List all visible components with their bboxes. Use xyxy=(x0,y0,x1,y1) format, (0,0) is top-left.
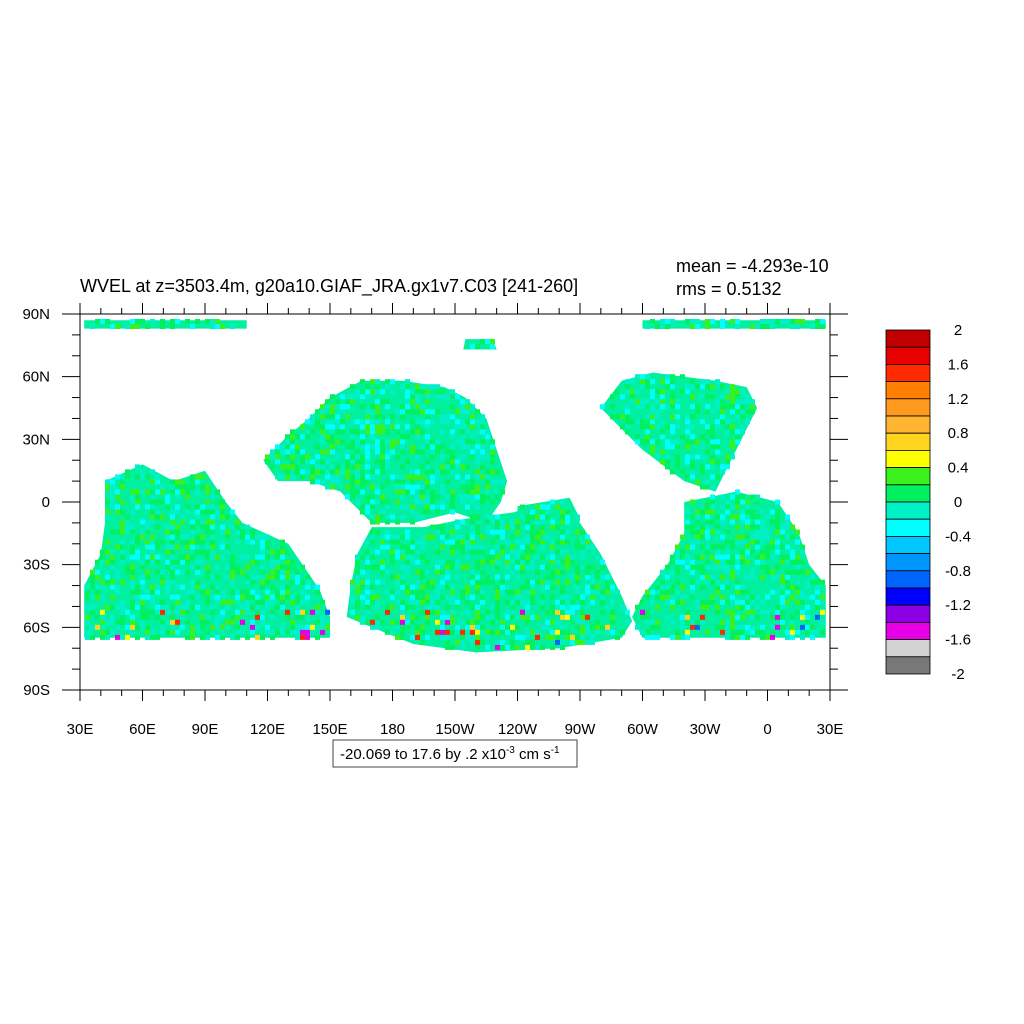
colorbar-box xyxy=(885,501,931,520)
longitude-axis: 30E 60E 90E 120E 150E 180 150W 120W 90W 60W 30W 0 30… xyxy=(67,721,844,738)
lon-tick-label: 30E xyxy=(67,721,94,738)
colorbar-box xyxy=(885,363,931,382)
lon-tick-label: 150W xyxy=(435,721,475,738)
lat-tick-label: 30N xyxy=(22,431,50,448)
lat-tick-label: 90N xyxy=(22,306,50,323)
contour-info-box: -20.069 to 17.6 by .2 x10-3 cm s-1 xyxy=(332,739,578,768)
rms-stat: rms = 0.5132 xyxy=(676,279,782,299)
lon-tick-label: 180 xyxy=(380,721,405,738)
colorbar-label: 0.8 xyxy=(948,425,969,442)
colorbar-box xyxy=(885,656,931,675)
colorbar-label: 0.4 xyxy=(948,460,969,477)
colorbar-label: 0 xyxy=(954,494,962,511)
colorbar-box xyxy=(885,346,931,365)
info-range: -20.069 to 17.6 by .2 x10 xyxy=(340,746,506,763)
colorbar-label: 2 xyxy=(954,322,962,339)
colorbar-box xyxy=(885,622,931,641)
latitude-axis: 90N 60N 30N 0 30S 60S 90S xyxy=(22,306,50,699)
lon-tick-label: 120E xyxy=(250,721,285,738)
lon-tick-label: 0 xyxy=(763,721,771,738)
info-unit-exponent: -1 xyxy=(551,745,560,756)
colorbar-labels: 2 1.6 1.2 0.8 0.4 0 -0.4 -0.8 -1.2 -1.6 -2 xyxy=(945,322,971,683)
colorbar-box xyxy=(885,329,931,348)
colorbar-label: -1.6 xyxy=(945,632,971,649)
colorbar xyxy=(885,329,931,675)
colorbar-box xyxy=(885,536,931,555)
svg-text:-20.069 to 17.6 by .2 x10-3 cm: -20.069 to 17.6 by .2 x10-3 cm s-1 xyxy=(340,745,560,763)
lon-tick-label: 150E xyxy=(312,721,347,738)
info-unit: cm s xyxy=(515,746,551,763)
colorbar-label: -1.2 xyxy=(945,597,971,614)
colorbar-box xyxy=(885,398,931,417)
ocean-velocity-field xyxy=(84,319,826,653)
velocity-texture xyxy=(85,319,825,650)
colorbar-label: -0.8 xyxy=(945,563,971,580)
lat-tick-label: 30S xyxy=(23,557,50,574)
lat-tick-label: 60N xyxy=(22,369,50,386)
axis-ticks xyxy=(62,303,848,701)
lon-tick-label: 60E xyxy=(129,721,156,738)
colorbar-label: -2 xyxy=(951,666,964,683)
colorbar-box xyxy=(885,432,931,451)
lon-tick-label: 60W xyxy=(627,721,659,738)
lat-tick-label: 90S xyxy=(23,682,50,699)
colorbar-box xyxy=(885,467,931,486)
colorbar-box xyxy=(885,449,931,468)
colorbar-box xyxy=(885,381,931,400)
colorbar-box xyxy=(885,639,931,658)
lon-tick-label: 30W xyxy=(690,721,722,738)
colorbar-box xyxy=(885,518,931,537)
map-title: WVEL at z=3503.4m, g20a10.GIAF_JRA.gx1v7… xyxy=(80,276,578,297)
colorbar-box xyxy=(885,587,931,606)
colorbar-box xyxy=(885,553,931,572)
colorbar-box xyxy=(885,570,931,589)
info-exponent: -3 xyxy=(506,745,515,756)
lon-tick-label: 30E xyxy=(817,721,844,738)
lon-tick-label: 120W xyxy=(498,721,538,738)
lat-tick-label: 60S xyxy=(23,619,50,636)
colorbar-box xyxy=(885,415,931,434)
colorbar-box xyxy=(885,484,931,503)
lon-tick-label: 90E xyxy=(192,721,219,738)
mean-stat: mean = -4.293e-10 xyxy=(676,256,829,276)
colorbar-label: -0.4 xyxy=(945,528,971,545)
colorbar-label: 1.6 xyxy=(948,356,969,373)
colorbar-box xyxy=(885,604,931,623)
lat-tick-label: 0 xyxy=(42,494,50,511)
lon-tick-label: 90W xyxy=(565,721,597,738)
colorbar-label: 1.2 xyxy=(948,391,969,408)
